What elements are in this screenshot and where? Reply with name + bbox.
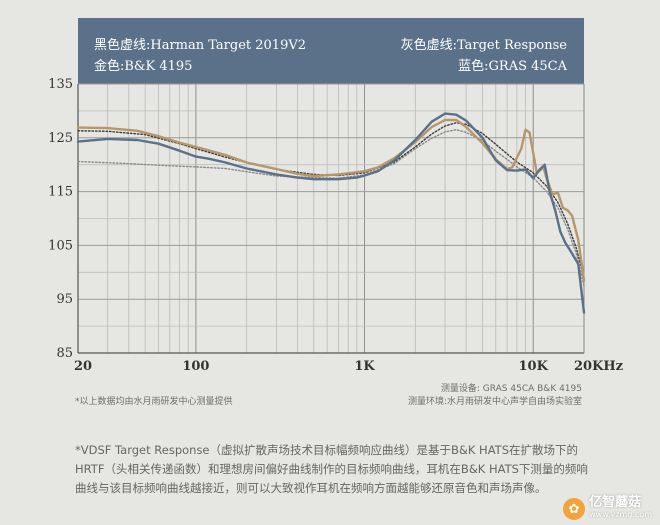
x-tick-label: 1K <box>354 359 375 374</box>
mushroom-logo-icon: ✿ <box>563 498 586 520</box>
series-line <box>76 118 586 282</box>
watermark-text: 亿智蘑菇 www.yzmg.com <box>589 495 652 521</box>
x-tick-label: 20 <box>74 359 92 374</box>
watermark: ✿ 亿智蘑菇 www.yzmg.com <box>563 495 652 521</box>
series-line <box>77 129 585 287</box>
y-tick-label: 115 <box>48 185 73 200</box>
measurement-device: 测量设备: GRAS 45CA B&K 4195 <box>440 384 582 394</box>
y-tick-label: 95 <box>56 292 73 307</box>
legend-gras45ca: 蓝色:GRAS 45CA <box>458 58 567 74</box>
y-tick-label: 135 <box>48 77 73 92</box>
x-tick-label: 100 <box>182 359 209 374</box>
measurement-environment: 测量环境:水月雨研发中心声学自由场实验室 <box>407 397 582 407</box>
x-tick-label: 20KHz <box>574 359 623 374</box>
legend-harman: 黑色虚线:Harman Target 2019V2 <box>94 37 306 53</box>
watermark-url: www.yzmg.com <box>589 510 652 519</box>
x-tick-label: 10K <box>519 359 549 374</box>
legend-panel <box>78 18 584 84</box>
legend-target-response: 灰色虚线:Target Response <box>401 37 568 53</box>
y-tick-label: 105 <box>48 238 73 253</box>
legend-bk4195: 金色:B&K 4195 <box>94 58 192 74</box>
plot-area: 85 95 105 115 125 135 20 100 1K 10K 20KHz <box>48 77 623 374</box>
vdsf-footnote: *VDSF Target Response（虚拟扩散声场技术目标幅频响应曲线）是… <box>75 443 588 495</box>
y-tick-label: 85 <box>56 346 73 361</box>
series-line <box>76 112 586 314</box>
series-line <box>77 122 585 279</box>
data-source-note: *以上数据均由水月雨研发中心测量提供 <box>75 397 233 407</box>
watermark-name: 亿智蘑菇 <box>589 495 642 510</box>
y-tick-label: 125 <box>48 131 73 146</box>
